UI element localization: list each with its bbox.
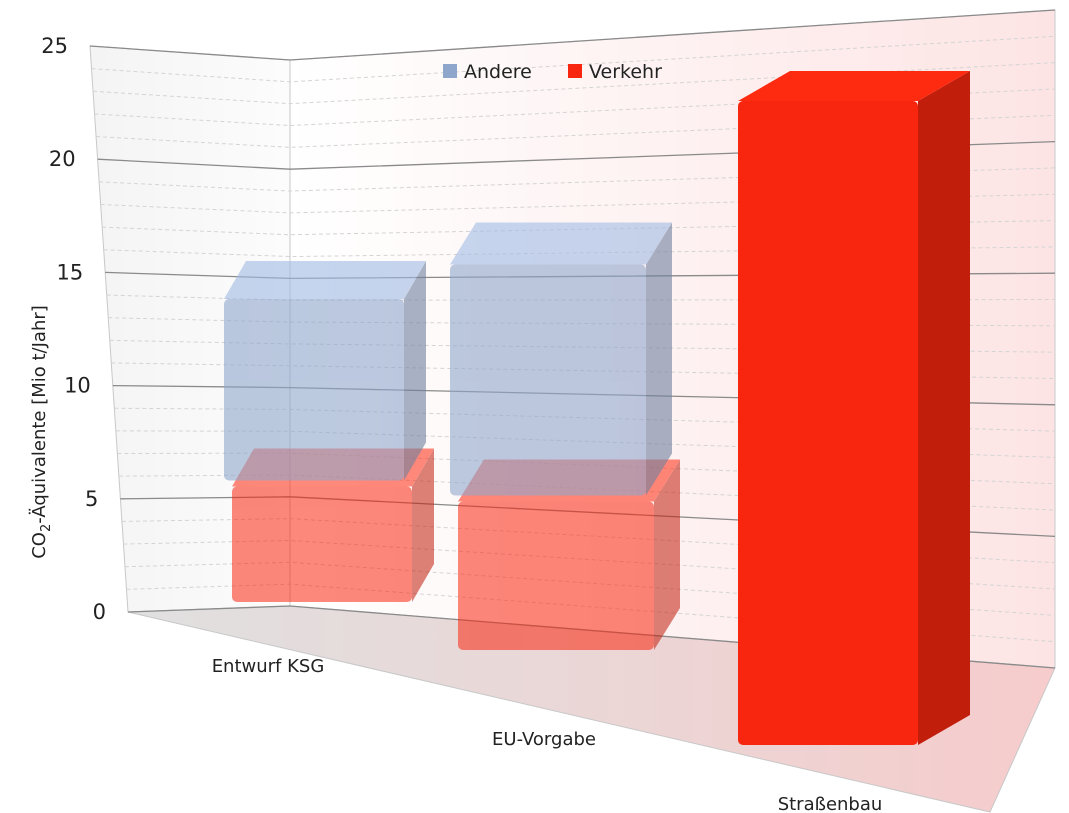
bar-andere-0-side xyxy=(404,261,426,481)
bar-andere-1-front xyxy=(450,264,646,496)
y-tick-label: 20 xyxy=(49,147,76,171)
bar-andere-1 xyxy=(450,222,672,496)
category-label: EU-Vorgabe xyxy=(492,729,596,750)
bar-andere-1-side xyxy=(646,222,672,496)
legend-label-andere: Andere xyxy=(464,61,532,83)
minor-gridline xyxy=(91,35,1056,83)
minor-gridline xyxy=(117,452,1056,485)
legend-label-verkehr: Verkehr xyxy=(589,61,662,83)
bar-verkehr-2-top xyxy=(738,71,970,101)
legend-swatch-verkehr xyxy=(568,64,582,78)
minor-gridline xyxy=(96,114,1056,148)
bar-verkehr-2-front xyxy=(738,101,918,745)
bar-andere-1-top xyxy=(450,222,672,265)
bar-verkehr-1-front xyxy=(458,501,654,650)
y-tick-label: 0 xyxy=(93,600,106,624)
bar-verkehr-2 xyxy=(738,71,970,745)
minor-gridline xyxy=(94,88,1056,127)
category-label: Entwurf KSG xyxy=(212,656,325,677)
bar-verkehr-0-side xyxy=(412,448,434,602)
bar-verkehr-2-side xyxy=(918,71,970,745)
y-axis-ticks: 0 5 10 15 20 25 xyxy=(41,34,106,624)
legend-swatch-andere xyxy=(443,64,457,78)
bar-verkehr-0-front xyxy=(232,486,412,602)
y-axis-title: CO2-Äquivalente [Mio t/Jahr] xyxy=(29,305,54,559)
minor-gridline xyxy=(115,430,1056,458)
y-tick-label: 5 xyxy=(85,487,98,511)
bar-andere-0 xyxy=(224,261,426,481)
bars xyxy=(224,71,970,745)
legend: Andere Verkehr xyxy=(443,61,662,83)
y-tick-label: 25 xyxy=(41,34,68,58)
category-labels: Entwurf KSG EU-Vorgabe Straßenbau xyxy=(212,656,883,813)
y-tick-label: 10 xyxy=(64,374,91,398)
y-tick-label: 15 xyxy=(56,260,83,284)
category-label: Straßenbau xyxy=(778,794,883,813)
bar-andere-0-top xyxy=(224,261,426,299)
bar-verkehr-1-side xyxy=(654,459,680,650)
major-gridline xyxy=(89,9,1056,61)
bar-andere-0-front xyxy=(224,299,404,481)
minor-gridline xyxy=(100,193,1056,214)
